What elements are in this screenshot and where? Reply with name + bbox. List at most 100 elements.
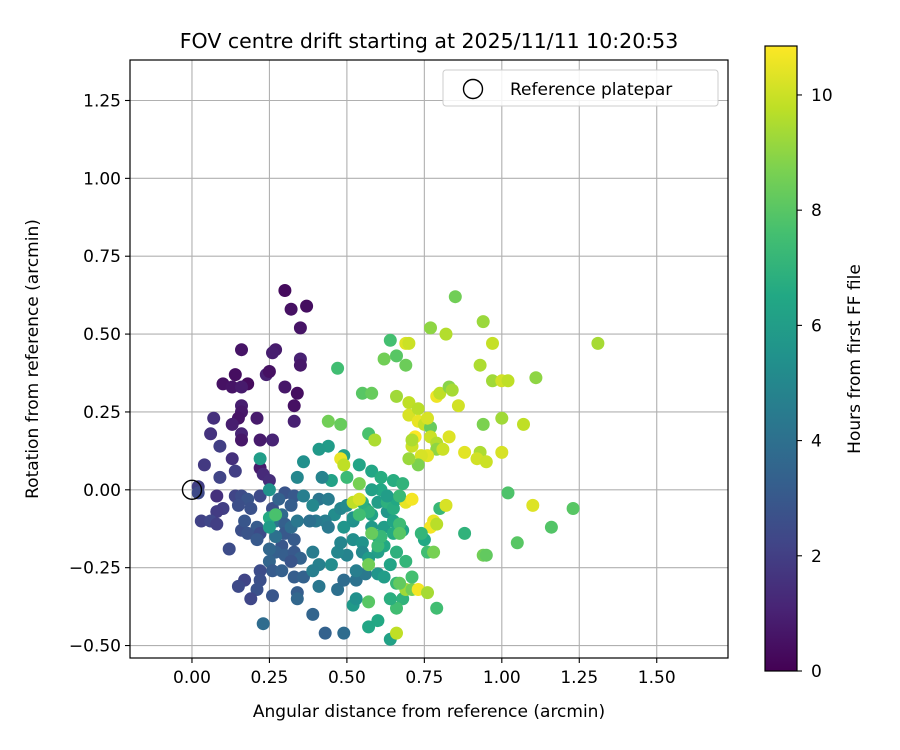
y-axis-label: Rotation from reference (arcmin) xyxy=(23,219,43,499)
colorbar-tick-label: 0 xyxy=(811,662,822,682)
colorbar-tick-label: 6 xyxy=(811,316,822,336)
scatter-point xyxy=(334,536,348,550)
scatter-point xyxy=(228,464,242,478)
scatter-point xyxy=(284,554,298,568)
scatter-point xyxy=(544,520,558,534)
scatter-point xyxy=(290,514,304,528)
scatter-point xyxy=(290,386,304,400)
colorbar-tick-label: 2 xyxy=(811,547,822,567)
scatter-point xyxy=(306,607,320,621)
scatter-point xyxy=(430,517,444,531)
scatter-point xyxy=(235,380,248,394)
scatter-point xyxy=(442,430,456,444)
y-tick-label: −0.25 xyxy=(69,559,121,579)
scatter-point xyxy=(439,498,453,512)
scatter-point xyxy=(238,514,252,528)
y-tick-label: 1.25 xyxy=(83,91,121,111)
scatter-point xyxy=(458,526,472,540)
scatter-point xyxy=(207,411,221,425)
scatter-point xyxy=(371,614,385,628)
scatter-point xyxy=(262,483,276,497)
scatter-point xyxy=(517,417,530,431)
scatter-point xyxy=(266,346,279,360)
scatter-point xyxy=(390,389,403,403)
scatter-point xyxy=(486,374,499,388)
legend: Reference platepar xyxy=(442,69,719,107)
scatter-point xyxy=(241,526,255,540)
scatter-point xyxy=(337,458,351,472)
x-axis-ticks: 0.00 0.25 0.50 0.75 1.00 1.25 1.50 xyxy=(173,658,676,688)
reference-point xyxy=(181,479,203,501)
x-tick-label: 1.50 xyxy=(638,668,676,688)
colorbar-tick-label: 8 xyxy=(811,201,822,221)
scatter-point xyxy=(340,470,354,484)
scatter-point xyxy=(204,427,218,441)
scatter-point xyxy=(228,368,242,382)
scatter-point xyxy=(362,595,376,609)
scatter-point xyxy=(225,452,239,466)
scatter-point xyxy=(390,601,403,615)
scatter-point xyxy=(262,542,276,556)
scatter-point xyxy=(290,592,304,606)
scatter-point xyxy=(352,458,366,472)
scatter-point xyxy=(421,411,434,425)
scatter-point xyxy=(324,558,338,572)
scatter-point xyxy=(262,474,276,487)
scatter-point xyxy=(253,564,267,578)
y-tick-label: 0.75 xyxy=(83,247,121,267)
x-tick-label: 0.00 xyxy=(173,668,211,688)
scatter-point xyxy=(266,589,279,603)
scatter-point xyxy=(287,414,301,428)
legend-box xyxy=(442,69,719,107)
scatter-point xyxy=(284,498,298,512)
scatter-point xyxy=(430,601,444,615)
scatter-point xyxy=(411,458,425,472)
y-tick-label: −0.50 xyxy=(69,637,121,657)
x-axis-label: Angular distance from reference (arcmin) xyxy=(253,702,605,722)
scatter-point xyxy=(278,380,292,394)
scatter-point xyxy=(269,508,283,522)
scatter-point xyxy=(244,592,258,606)
scatter-point xyxy=(352,492,366,506)
scatter-point xyxy=(300,299,314,313)
scatter-point xyxy=(473,358,487,372)
scatter-point xyxy=(318,626,332,640)
scatter-point xyxy=(349,564,363,578)
scatter-point xyxy=(411,402,425,416)
scatter-point xyxy=(433,386,447,400)
scatter-point xyxy=(266,564,279,578)
scatter-point xyxy=(287,533,301,547)
scatter-point xyxy=(278,284,292,297)
scatter-point xyxy=(476,417,490,431)
reference-marker xyxy=(181,479,203,501)
scatter-point xyxy=(293,358,307,372)
scatter-point xyxy=(365,483,379,497)
y-tick-label: 0.50 xyxy=(83,325,121,345)
scatter-point xyxy=(312,579,326,593)
legend-label-reference: Reference platepar xyxy=(510,80,672,100)
scatter-point xyxy=(272,492,286,506)
scatter-point xyxy=(393,526,407,540)
scatter-point xyxy=(393,489,407,503)
scatter-point xyxy=(424,321,437,335)
scatter-point xyxy=(529,371,543,385)
y-axis-ticks: −0.50 −0.25 0.00 0.25 0.50 0.75 1.00 1.25 xyxy=(69,91,130,657)
x-tick-label: 1.25 xyxy=(560,668,598,688)
scatter-point xyxy=(253,433,267,447)
scatter-point xyxy=(383,592,397,606)
scatter-point xyxy=(495,445,509,459)
scatter-point xyxy=(501,486,515,500)
scatter-point xyxy=(355,386,369,400)
scatter-point xyxy=(377,352,391,366)
scatter-point xyxy=(306,498,320,512)
scatter-point xyxy=(377,570,391,584)
scatter-point xyxy=(436,442,450,456)
plot-area-background xyxy=(130,60,728,658)
scatter-point xyxy=(297,570,310,584)
plot-frame xyxy=(129,59,729,659)
scatter-point xyxy=(266,433,279,447)
colorbar-ticks: 0 2 4 6 8 10 xyxy=(797,86,833,682)
scatter-point xyxy=(405,570,419,584)
scatter-point xyxy=(445,383,459,397)
